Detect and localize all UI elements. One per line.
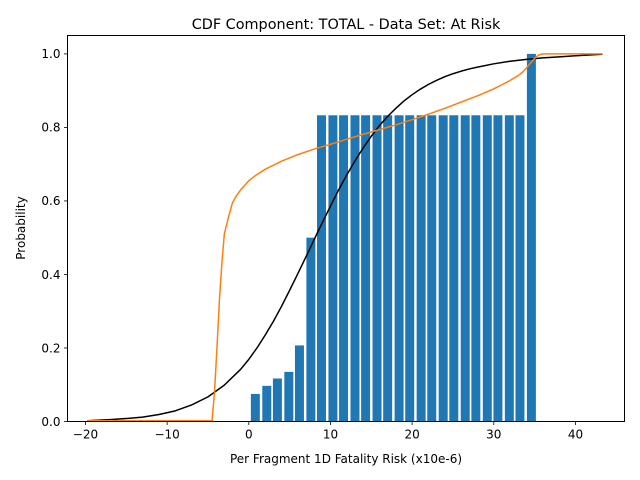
plot-frame <box>67 35 625 422</box>
x-tick-label: 0 <box>245 428 253 442</box>
chart-title: CDF Component: TOTAL - Data Set: At Risk <box>192 17 501 33</box>
bar <box>449 115 459 422</box>
x-tick-label: 20 <box>405 428 420 442</box>
bar <box>383 115 393 422</box>
bar <box>361 115 371 422</box>
bar <box>515 115 525 422</box>
x-tick-label: −20 <box>73 428 98 442</box>
y-axis-ticks: 0.0 0.2 0.4 0.6 0.8 1.0 <box>41 47 68 429</box>
bar <box>317 115 326 422</box>
y-tick-label: 0.0 <box>41 415 60 429</box>
y-tick-label: 0.8 <box>41 121 60 135</box>
bar <box>339 115 349 422</box>
bar <box>284 371 294 422</box>
bar <box>350 115 360 422</box>
x-tick-label: 30 <box>486 428 501 442</box>
bar <box>526 53 536 422</box>
bar <box>482 115 492 422</box>
bar <box>460 115 470 422</box>
y-axis-title: Probability <box>14 196 28 259</box>
bar-series <box>250 53 536 422</box>
y-tick-label: 0.6 <box>41 194 60 208</box>
x-axis-title: Per Fragment 1D Fatality Risk (x10e-6) <box>230 452 462 466</box>
bar <box>294 345 304 422</box>
line-series-group <box>87 53 603 422</box>
bar <box>306 237 316 422</box>
series-line-2 <box>87 53 603 422</box>
y-tick-label: 1.0 <box>41 47 60 61</box>
y-tick-label: 0.4 <box>41 268 60 282</box>
x-tick-label: −10 <box>154 428 179 442</box>
bar <box>262 385 272 422</box>
bar <box>372 115 382 422</box>
bar <box>438 115 448 422</box>
bar <box>416 115 426 422</box>
bar <box>405 115 415 422</box>
bar <box>427 115 437 422</box>
y-tick-label: 0.2 <box>41 341 60 355</box>
bar <box>394 115 404 422</box>
bar <box>250 393 260 422</box>
x-tick-label: 40 <box>568 428 583 442</box>
bar <box>493 115 503 422</box>
series-line-1 <box>87 53 603 422</box>
bar <box>471 115 481 422</box>
x-axis-ticks: −20 −10 0 10 20 30 40 <box>73 421 583 442</box>
bar <box>328 115 338 422</box>
bar <box>504 115 514 422</box>
x-tick-label: 10 <box>323 428 338 442</box>
bar <box>272 378 282 422</box>
